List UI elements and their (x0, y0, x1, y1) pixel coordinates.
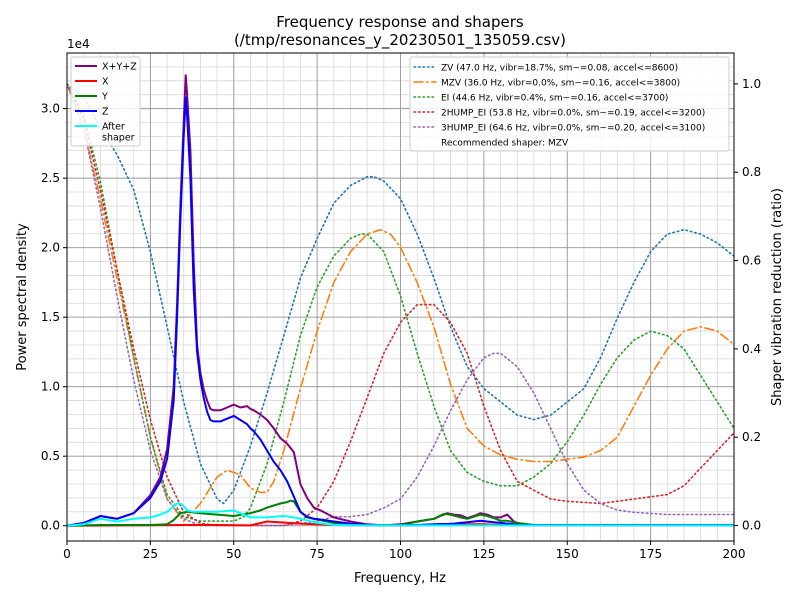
legend-left-label-line: X+Y+Z (102, 62, 137, 73)
legend-right: ZV (47.0 Hz, vibr=18.7%, sm~=0.08, accel… (409, 56, 730, 152)
y2-tick-label: 1.0 (742, 77, 761, 91)
psd-line-after (67, 502, 734, 527)
x-tick-label: 125 (472, 547, 495, 561)
y-tick-label: 1.5 (41, 310, 60, 324)
legend-right-label: 3HUMP_EI (64.6 Hz, vibr=0.0%, sm~=0.20, … (441, 124, 705, 134)
chart-title: Frequency response and shapers (276, 13, 524, 31)
y2-tick-label: 0.2 (742, 430, 761, 444)
x-tick-label: 50 (226, 547, 241, 561)
psd-line-z (67, 96, 734, 527)
y-tick-label: 1.0 (41, 380, 60, 394)
x-tick-label: 100 (389, 547, 412, 561)
y2-tick-label: 0.6 (742, 254, 761, 268)
x-tick-label: 25 (143, 547, 158, 561)
y-tick-label: 3.0 (41, 102, 60, 116)
legend-left-label-line: Z (102, 107, 109, 118)
chart-subtitle: (/tmp/resonances_y_20230501_135059.csv) (234, 31, 566, 50)
y2-tick-label: 0.0 (742, 519, 761, 533)
x-axis-label: Frequency, Hz (354, 571, 446, 586)
legend-left-box (70, 56, 141, 147)
legend-left-label-line: Y (101, 92, 108, 103)
y-axis-label: Power spectral density (15, 223, 30, 371)
legend-right-label: ZV (47.0 Hz, vibr=18.7%, sm~=0.08, accel… (441, 64, 678, 74)
x-tick-label: 200 (723, 547, 746, 561)
shaper-line-zv (67, 83, 734, 505)
shaper-line-3hump_ei (67, 83, 734, 527)
legend-left-label: After shaper (102, 122, 135, 144)
legend-right-label: MZV (36.0 Hz, vibr=0.0%, sm~=0.16, accel… (441, 79, 680, 89)
x-tick-label: 75 (309, 547, 324, 561)
shaper-line-ei (67, 83, 734, 522)
legend-right-label: EI (44.6 Hz, vibr=0.4%, sm~=0.16, accel<… (441, 94, 668, 104)
legend-left-label: X+Y+Z (102, 62, 137, 73)
legend-right-box (409, 56, 730, 152)
legend-left-label: Z (102, 107, 109, 118)
y-tick-label: 2.0 (41, 241, 60, 255)
x-tick-label: 150 (556, 547, 579, 561)
shaper-line-2hump_ei (67, 83, 734, 527)
y2-tick-label: 0.8 (742, 165, 761, 179)
y-multiplier-label: 1e4 (67, 37, 90, 51)
legend-left: X+Y+Z XYZ After shaper (70, 56, 141, 147)
y2-tick-label: 0.4 (742, 342, 761, 356)
x-tick-label: 175 (639, 547, 662, 561)
ticks: 0 25 50 75 100 125 150 175 200 0.0 0.5 1.0 1.5 2.0 2.5… (41, 77, 761, 561)
y-tick-label: 2.5 (41, 171, 60, 185)
y-tick-label: 0.5 (41, 449, 60, 463)
series-layer (67, 74, 734, 527)
legend-left-label-line: X (102, 77, 109, 88)
y2-axis-label: Shaper vibration reduction (ratio) (770, 188, 785, 406)
legend-left-label: X (102, 77, 109, 88)
recommended-shaper-label: Recommended shaper: MZV (441, 139, 569, 149)
x-tick-label: 0 (63, 547, 71, 561)
y-tick-label: 0.0 (41, 519, 60, 533)
legend-left-label-line: shaper (102, 133, 135, 144)
legend-left-label-line: After (102, 122, 125, 133)
legend-right-label: 2HUMP_EI (53.8 Hz, vibr=0.0%, sm~=0.19, … (441, 109, 705, 119)
legend-left-label: Y (101, 92, 108, 103)
